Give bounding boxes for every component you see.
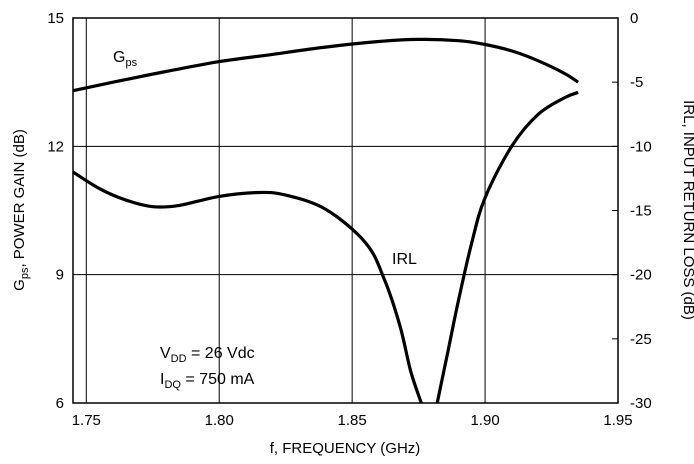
x-tick-labels: 1.75 1.80 1.85 1.90 1.95 [72,412,633,429]
y-right-tick-labels: -30 -25 -20 -15 -10 -5 0 [612,10,652,412]
x-tick-label-4: 1.95 [603,412,632,429]
x-tick-label-3: 1.90 [470,412,499,429]
y-right-tick-label-1: -25 [630,331,652,348]
annotation-idq-sub: DQ [164,379,181,391]
y-right-tick-label-3: -15 [630,203,652,220]
y-left-axis-label: Gps, POWER GAIN (dB) [11,129,31,291]
series-label-gps-sub: ps [125,57,137,69]
x-axis-label: f, FREQUENCY (GHz) [270,440,421,457]
series-line-irl [72,90,579,404]
series-line-gps [72,37,580,93]
y-left-tick-label-3: 15 [47,10,64,27]
y-left-label-rest: , POWER GAIN (dB) [11,129,28,267]
series-layer [72,37,580,404]
y-left-tick-label-0: 6 [56,395,64,412]
y-right-tick-label-5: -5 [630,74,643,91]
series-label-irl: IRL [392,251,417,268]
y-left-label-sub: ps [19,267,31,279]
y-left-tick-label-2: 12 [47,138,64,155]
annotation-idq-rest: = 750 mA [181,371,255,388]
y-left-tick-labels: 6 9 12 15 [47,10,64,412]
annotation-vdd: VDD = 26 Vdc [160,345,255,365]
annotation-vdd-rest: = 26 Vdc [187,345,255,362]
plot-frame [72,17,619,404]
y-right-tick-label-0: -30 [630,395,652,412]
annotation-idq-main: I [160,371,164,388]
y-right-tick-label-6: 0 [630,10,638,27]
annotation-vdd-sub: DD [171,353,187,365]
x-tick-label-1: 1.80 [205,412,234,429]
y-left-label-main: G [11,279,28,291]
annotation-vdd-main: V [160,345,171,362]
series-label-gps-main: G [113,49,125,66]
y-right-axis-label: IRL, INPUT RETURN LOSS (dB) [680,100,694,320]
x-tick-label-0: 1.75 [72,412,101,429]
y-right-tick-label-2: -20 [630,267,652,284]
grid-lines [73,18,618,403]
series-label-gps: Gps [113,49,138,69]
y-right-tick-label-4: -10 [630,138,652,155]
x-tick-label-2: 1.85 [338,412,367,429]
annotation-idq: IDQ = 750 mA [160,371,255,391]
y-left-tick-label-1: 9 [56,267,64,284]
